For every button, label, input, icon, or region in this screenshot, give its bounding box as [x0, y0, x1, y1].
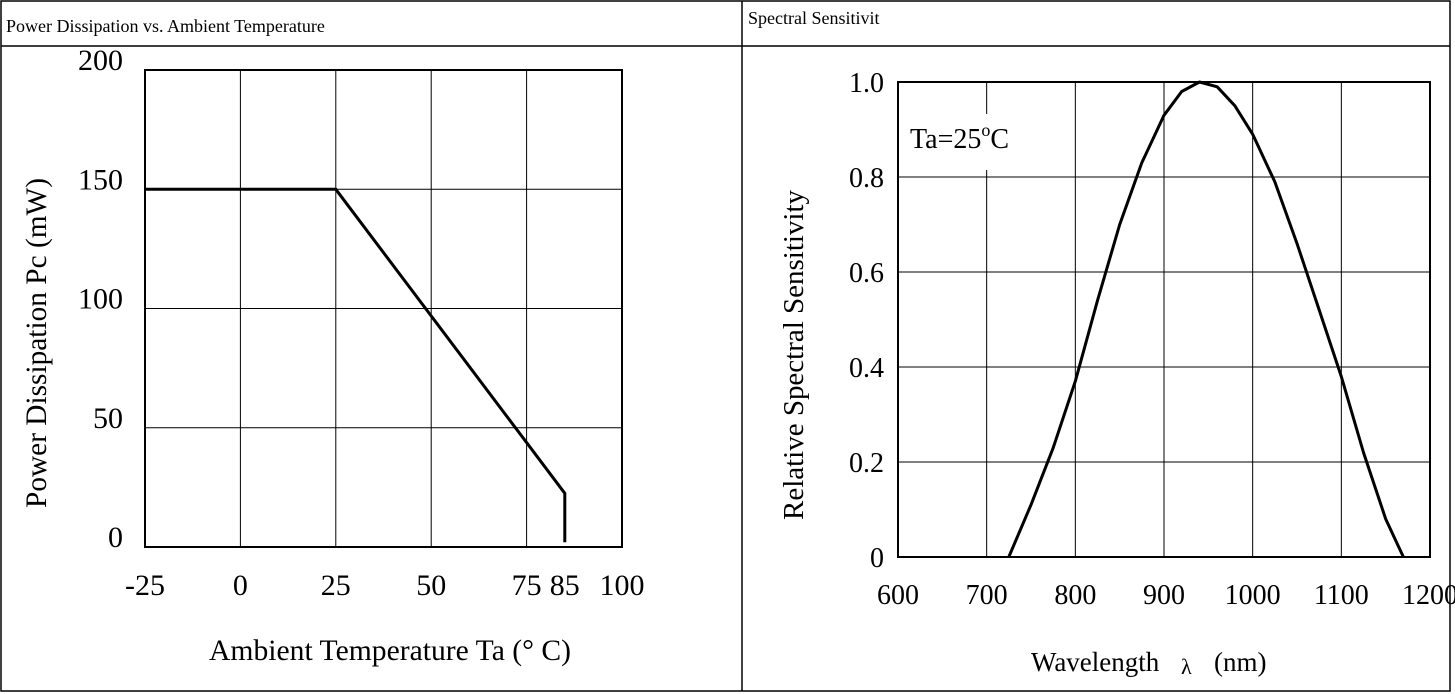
left-panel-header: Power Dissipation vs. Ambient Temperatur… [6, 16, 325, 36]
right-x-tick-labels: 600 700 800 900 1000 1100 1200 [877, 580, 1455, 611]
annotation-base: Ta=25 [910, 124, 981, 155]
x-label-word: Wavelength [1031, 647, 1160, 677]
x-tick-label: 50 [416, 569, 446, 602]
right-y-axis-label: Relative Spectral Sensitivity [779, 190, 810, 520]
right-plot-border [897, 81, 1431, 558]
left-y-tick-labels: 0 50 100 150 200 [78, 44, 123, 554]
right-y-tick-labels: 0 0.2 0.4 0.6 0.8 1.0 [849, 68, 884, 574]
y-tick-label: 150 [78, 163, 123, 196]
y-tick-label: 0.6 [849, 258, 884, 289]
y-tick-label: 50 [93, 402, 123, 435]
x-tick-label: 1000 [1225, 580, 1281, 611]
x-tick-label: 85 [550, 569, 580, 602]
annotation-background [903, 114, 1035, 170]
annotation-unit: C [990, 124, 1009, 155]
y-tick-label: 100 [78, 283, 123, 316]
y-tick-label: 0.4 [849, 353, 884, 384]
x-tick-label: 700 [966, 580, 1008, 611]
y-tick-label: 1.0 [849, 68, 884, 99]
y-tick-label: 0.2 [849, 448, 884, 479]
left-x-axis-label: Ambient Temperature Ta (° C) [209, 634, 571, 667]
left-grid [145, 70, 622, 547]
y-tick-label: 0 [870, 543, 884, 574]
x-tick-label: 900 [1143, 580, 1185, 611]
x-tick-label: 100 [600, 569, 645, 602]
temperature-annotation: Ta=25oC [910, 120, 1009, 155]
left-y-axis-label: Power Dissipation Pc (mW) [20, 178, 53, 508]
y-tick-label: 0.8 [849, 163, 884, 194]
right-panel-header: Spectral Sensitivit [748, 8, 879, 28]
x-tick-label: 25 [321, 569, 351, 602]
x-tick-label: -25 [125, 569, 165, 602]
x-label-unit: (nm) [1214, 647, 1266, 677]
x-tick-label: 800 [1054, 580, 1096, 611]
x-tick-label: 0 [233, 569, 248, 602]
left-x-tick-labels: -25 0 25 50 75 85 100 [125, 569, 645, 602]
x-tick-label: 600 [877, 580, 919, 611]
y-tick-label: 200 [78, 44, 123, 77]
left-plot-border [144, 69, 623, 548]
x-tick-label: 75 [512, 569, 542, 602]
x-tick-label: 1100 [1314, 580, 1369, 611]
right-grid [898, 82, 1430, 557]
power-dissipation-curve [145, 187, 567, 543]
spectral-sensitivity-chart: 600 700 800 900 1000 1100 1200 0 0.2 0.4 0.6 0.8 1.… [779, 68, 1455, 679]
x-tick-label: 1200 [1402, 580, 1455, 611]
spectral-sensitivity-curve [1007, 80, 1405, 558]
annotation-degree: o [981, 120, 990, 140]
x-label-lambda: λ [1181, 654, 1192, 679]
y-tick-label: 0 [108, 521, 123, 554]
right-x-axis-label: Wavelength λ (nm) [1031, 647, 1266, 679]
